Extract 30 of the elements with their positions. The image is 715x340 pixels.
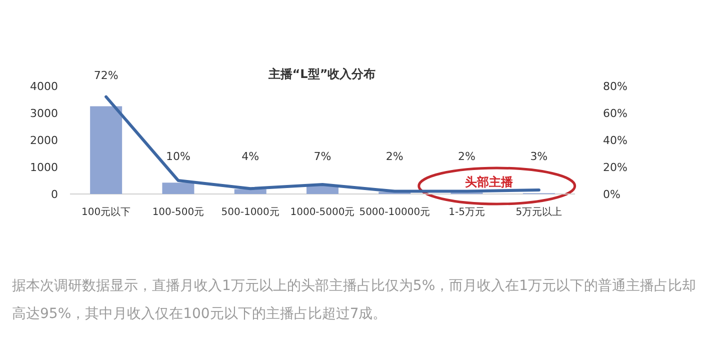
x-tick-label: 1000-5000元 (290, 207, 355, 218)
chart-title: 主播“L型”收入分布 (267, 67, 376, 81)
text: 据本次调研数据显示，直播月收入1万元以上的头部主播占比仅为5%，而月收入在1万元以下的普通主播占比却高达95%，其中月收入仅在100元以下的主播占比超过7成。 (12, 277, 698, 324)
data-label: 2% (386, 150, 404, 163)
data-label: 4% (242, 150, 260, 163)
y2-tick-label: 20% (603, 161, 628, 174)
y-tick-label: 0 (51, 188, 58, 201)
y-tick-label: 4000 (30, 80, 58, 93)
x-tick-label: 500-1000元 (221, 207, 280, 218)
data-label: 3% (530, 150, 548, 163)
y-tick-label: 2000 (30, 134, 58, 147)
x-tick-label: 1-5万元 (448, 207, 485, 218)
bar (306, 186, 338, 194)
x-tick-label: 5000-10000元 (359, 207, 430, 218)
bar (162, 182, 194, 194)
y2-tick-label: 40% (603, 134, 628, 147)
data-label: 2% (458, 150, 476, 163)
bar (90, 106, 122, 194)
y2-tick-label: 0% (603, 188, 620, 201)
y2-tick-label: 60% (603, 107, 628, 120)
data-label: 72% (94, 68, 118, 82)
data-label: 10% (166, 150, 190, 163)
x-tick-label: 100-500元 (152, 207, 204, 218)
data-label: 7% (314, 150, 332, 163)
x-tick-label: 5万元以上 (516, 206, 562, 218)
y-tick-label: 3000 (30, 107, 58, 120)
annotation: 头部主播 (464, 175, 514, 189)
y2-tick-label: 80% (603, 80, 628, 93)
x-tick-label: 100元以下 (82, 206, 131, 218)
y-tick-label: 1000 (30, 161, 58, 174)
